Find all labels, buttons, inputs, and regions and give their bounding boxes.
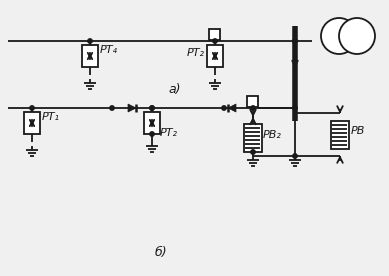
Circle shape — [88, 39, 92, 43]
Text: PT₂: PT₂ — [160, 128, 178, 138]
Circle shape — [150, 132, 154, 136]
Bar — [244, 124, 262, 152]
Bar — [331, 121, 349, 148]
Text: PT₂: PT₂ — [187, 48, 205, 58]
Bar — [247, 95, 259, 107]
Bar — [207, 45, 223, 67]
Bar — [210, 28, 221, 39]
Circle shape — [110, 106, 114, 110]
Circle shape — [251, 150, 255, 154]
Circle shape — [213, 39, 217, 43]
Text: а): а) — [168, 83, 180, 96]
Text: б): б) — [155, 246, 168, 259]
Bar — [144, 112, 160, 134]
Circle shape — [293, 106, 297, 110]
Circle shape — [150, 106, 154, 110]
Circle shape — [222, 106, 226, 110]
Circle shape — [339, 18, 375, 54]
Text: PT₁: PT₁ — [42, 112, 60, 122]
Polygon shape — [228, 104, 236, 112]
Circle shape — [251, 106, 255, 110]
Text: PB₂: PB₂ — [263, 130, 282, 140]
Circle shape — [293, 39, 297, 43]
Bar — [24, 112, 40, 134]
Circle shape — [321, 18, 357, 54]
Text: PB: PB — [351, 126, 365, 137]
Circle shape — [293, 39, 297, 43]
Polygon shape — [128, 104, 136, 112]
Circle shape — [293, 154, 297, 158]
Bar — [82, 45, 98, 67]
Text: PT₄: PT₄ — [100, 45, 118, 55]
Circle shape — [30, 106, 34, 110]
Circle shape — [150, 106, 154, 110]
